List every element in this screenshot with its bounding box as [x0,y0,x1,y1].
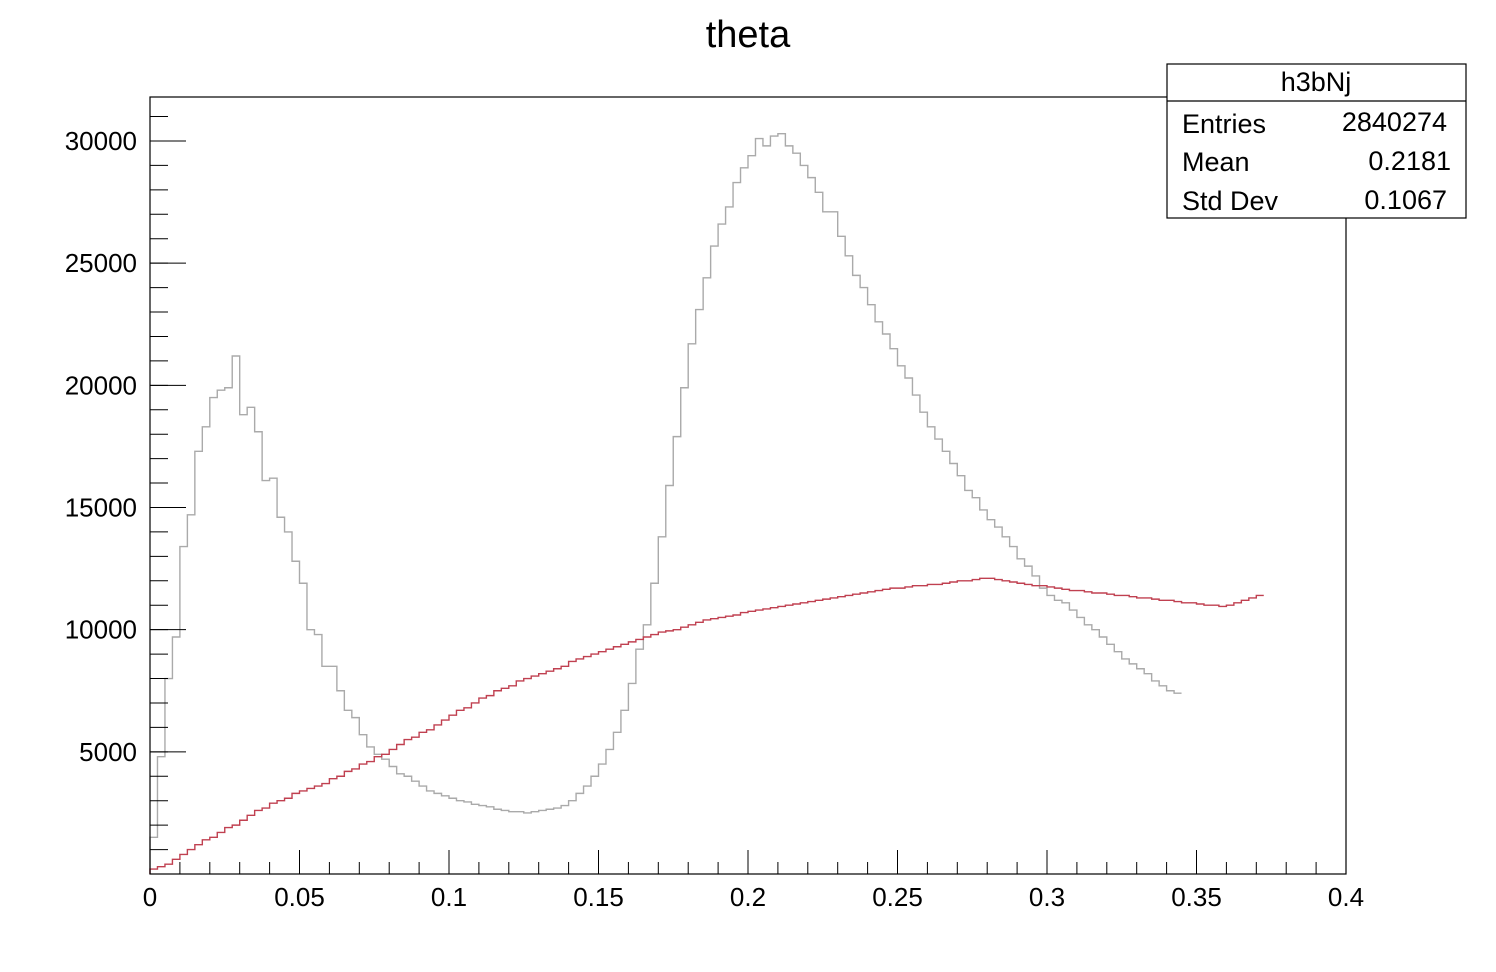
x-tick-label: 0.25 [872,882,923,912]
y-tick-label: 20000 [65,370,137,400]
stats-entries-value: 2840274 [1342,107,1447,137]
y-tick-label: 25000 [65,248,137,278]
y-tick-label: 30000 [65,126,137,156]
chart-title: theta [706,14,791,56]
stats-stddev-value: 0.1067 [1364,185,1447,215]
y-tick-label: 15000 [65,492,137,522]
y-tick-label: 10000 [65,615,137,645]
x-tick-label: 0 [143,882,157,912]
x-axis: 0 0.05 0.1 0.15 0.2 0.25 0.3 0.35 0.4 [143,850,1364,912]
stats-box: h3bNj Entries 2840274 Mean 0.2181 Std De… [1166,63,1467,219]
x-tick-label: 0.2 [730,882,766,912]
x-tick-label: 0.35 [1171,882,1222,912]
y-tick-label: 5000 [79,737,137,767]
y-axis: 5000 10000 15000 20000 25000 30000 [65,116,186,851]
stats-entries-label: Entries [1182,109,1266,139]
x-tick-label: 0.05 [274,882,325,912]
stats-mean-value: 0.2181 [1368,146,1451,176]
x-tick-label: 0.15 [573,882,624,912]
stats-stddev-label: Std Dev [1182,186,1279,216]
stats-box-name: h3bNj [1281,67,1352,97]
stats-box-frame [1166,63,1467,219]
histogram-series-1 [149,132,1182,874]
x-tick-label: 0.4 [1328,882,1364,912]
histogram-series-2 [149,577,1264,874]
series-layer [149,132,1264,874]
x-tick-label: 0.1 [431,882,467,912]
x-tick-label: 0.3 [1029,882,1065,912]
stats-mean-label: Mean [1182,147,1250,177]
